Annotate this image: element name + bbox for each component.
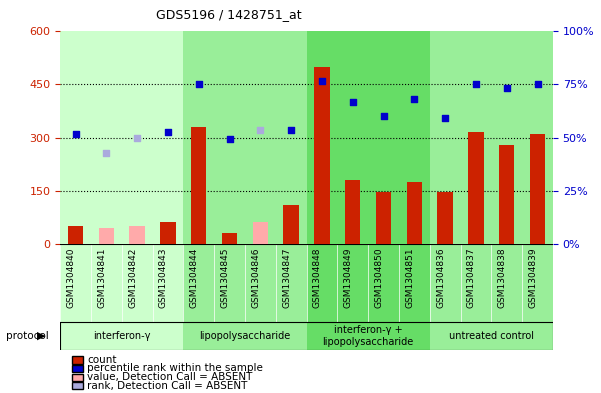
Text: rank, Detection Call = ABSENT: rank, Detection Call = ABSENT bbox=[87, 380, 248, 391]
Text: untreated control: untreated control bbox=[449, 331, 534, 341]
Text: GSM1304841: GSM1304841 bbox=[97, 248, 106, 308]
Point bbox=[532, 81, 542, 88]
Bar bbox=[307, 244, 430, 322]
Bar bbox=[183, 31, 307, 244]
Bar bbox=[60, 244, 183, 322]
Bar bbox=[438, 192, 453, 244]
Bar bbox=[499, 145, 514, 244]
Text: GSM1304836: GSM1304836 bbox=[436, 248, 445, 308]
Bar bbox=[183, 322, 307, 350]
Point bbox=[502, 85, 511, 91]
Point bbox=[71, 131, 81, 137]
Text: GSM1304848: GSM1304848 bbox=[313, 248, 322, 308]
Point bbox=[409, 95, 419, 102]
Text: GSM1304845: GSM1304845 bbox=[221, 248, 230, 308]
Bar bbox=[99, 228, 114, 244]
Text: ▶: ▶ bbox=[37, 331, 45, 341]
Point bbox=[225, 136, 234, 142]
Point bbox=[286, 127, 296, 134]
Text: protocol: protocol bbox=[6, 331, 49, 341]
Text: interferon-γ +
lipopolysaccharide: interferon-γ + lipopolysaccharide bbox=[323, 325, 413, 347]
Bar bbox=[345, 180, 361, 244]
Point bbox=[441, 115, 450, 121]
Bar bbox=[430, 322, 553, 350]
Text: GSM1304839: GSM1304839 bbox=[528, 248, 537, 308]
Bar bbox=[307, 322, 430, 350]
Point bbox=[102, 150, 111, 156]
Point bbox=[348, 99, 358, 105]
Bar bbox=[530, 134, 545, 244]
Bar bbox=[60, 31, 183, 244]
Text: GSM1304842: GSM1304842 bbox=[128, 248, 137, 308]
Bar bbox=[430, 244, 553, 322]
Bar bbox=[160, 222, 175, 244]
Point bbox=[379, 113, 388, 119]
Bar bbox=[252, 222, 268, 244]
Bar bbox=[183, 244, 307, 322]
Text: GSM1304846: GSM1304846 bbox=[251, 248, 260, 308]
Bar bbox=[68, 226, 83, 244]
Text: GSM1304840: GSM1304840 bbox=[67, 248, 76, 308]
Bar bbox=[191, 127, 206, 244]
Text: GSM1304851: GSM1304851 bbox=[405, 248, 414, 308]
Bar bbox=[284, 205, 299, 244]
Point bbox=[132, 134, 142, 141]
Text: GSM1304849: GSM1304849 bbox=[344, 248, 353, 308]
Text: count: count bbox=[87, 354, 117, 365]
Bar bbox=[407, 182, 422, 244]
Text: percentile rank within the sample: percentile rank within the sample bbox=[87, 363, 263, 373]
Bar bbox=[314, 67, 329, 244]
Bar bbox=[430, 31, 553, 244]
Bar bbox=[222, 233, 237, 244]
Bar bbox=[129, 226, 145, 244]
Text: GSM1304847: GSM1304847 bbox=[282, 248, 291, 308]
Point bbox=[194, 81, 204, 88]
Point bbox=[471, 81, 481, 88]
Text: interferon-γ: interferon-γ bbox=[93, 331, 150, 341]
Text: GSM1304837: GSM1304837 bbox=[467, 248, 476, 308]
Text: GSM1304850: GSM1304850 bbox=[374, 248, 383, 308]
Text: value, Detection Call = ABSENT: value, Detection Call = ABSENT bbox=[87, 372, 252, 382]
Text: lipopolysaccharide: lipopolysaccharide bbox=[200, 331, 290, 341]
Bar bbox=[468, 132, 484, 244]
Bar bbox=[60, 322, 183, 350]
Text: GSM1304844: GSM1304844 bbox=[190, 248, 199, 308]
Point bbox=[255, 127, 265, 134]
Bar bbox=[307, 31, 430, 244]
Point bbox=[317, 78, 327, 84]
Text: GSM1304843: GSM1304843 bbox=[159, 248, 168, 308]
Text: GDS5196 / 1428751_at: GDS5196 / 1428751_at bbox=[156, 8, 301, 21]
Point bbox=[163, 129, 172, 135]
Text: GSM1304838: GSM1304838 bbox=[498, 248, 507, 308]
Bar bbox=[376, 192, 391, 244]
